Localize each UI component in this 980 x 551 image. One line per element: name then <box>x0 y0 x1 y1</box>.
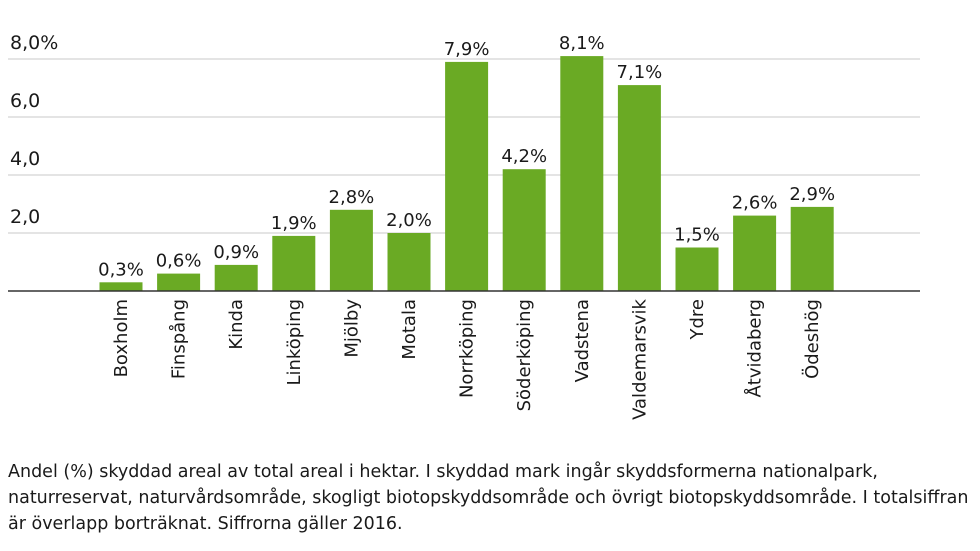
bar-7 <box>502 169 546 291</box>
y-tick-label: 2,0 <box>10 206 40 228</box>
bar-4 <box>329 209 373 291</box>
bar-10 <box>675 247 719 291</box>
data-label: 7,9% <box>444 39 490 60</box>
y-axis-ticks: 2,0 4,0 6,0 8,0% <box>10 32 58 228</box>
data-label: 2,8% <box>329 187 375 208</box>
data-label: 8,1% <box>559 33 605 54</box>
bar-8 <box>560 56 604 291</box>
bar-9 <box>617 85 661 291</box>
x-tick-label: Boxholm <box>111 299 132 377</box>
data-label: 4,2% <box>501 146 547 167</box>
x-tick-label: Kinda <box>226 299 247 350</box>
x-tick-label: Mjölby <box>341 299 362 358</box>
x-tick-label: Vadstena <box>572 299 593 382</box>
y-tick-label: 4,0 <box>10 148 40 170</box>
bar-6 <box>445 61 489 292</box>
data-label: 2,0% <box>386 210 432 231</box>
bar-12 <box>790 206 834 291</box>
bar-0 <box>99 282 143 291</box>
y-tick-label: 8,0% <box>10 32 58 54</box>
data-label: 1,9% <box>271 213 317 234</box>
bar-chart: 2,0 4,0 6,0 8,0% 0,3% 0,6% 0,9% 1,9% 2,8% 2,0% 7,… <box>8 32 920 420</box>
data-label: 0,6% <box>156 251 202 272</box>
bar-5 <box>387 233 431 291</box>
x-tick-label: Ydre <box>687 299 708 341</box>
data-label: 1,5% <box>674 225 720 246</box>
data-label: 7,1% <box>617 62 663 83</box>
bars <box>99 56 834 292</box>
bar-11 <box>733 215 777 291</box>
x-tick-label: Valdemarsvik <box>629 298 650 419</box>
x-tick-label: Motala <box>399 299 420 360</box>
x-tick-label: Söderköping <box>514 299 535 411</box>
data-label: 0,3% <box>98 259 144 280</box>
x-tick-label: Åtvidaberg <box>744 299 766 398</box>
x-axis-labels: Boxholm Finspång Kinda Linköping Mjölby Motal… <box>111 298 823 419</box>
bar-2 <box>214 264 258 291</box>
x-tick-label: Ödeshög <box>801 299 823 379</box>
bar-3 <box>272 235 316 291</box>
x-tick-label: Norrköping <box>457 299 478 398</box>
data-label: 2,9% <box>789 184 835 205</box>
data-labels: 0,3% 0,6% 0,9% 1,9% 2,8% 2,0% 7,9% 4,2% 8,1% 7,1%… <box>98 33 835 280</box>
chart-caption: Andel (%) skyddad areal av total areal i… <box>8 462 969 534</box>
x-tick-label: Finspång <box>169 299 190 379</box>
x-tick-label: Linköping <box>284 299 305 386</box>
bar-1 <box>157 273 201 291</box>
data-label: 2,6% <box>732 193 778 214</box>
y-tick-label: 6,0 <box>10 90 40 112</box>
data-label: 0,9% <box>213 242 259 263</box>
